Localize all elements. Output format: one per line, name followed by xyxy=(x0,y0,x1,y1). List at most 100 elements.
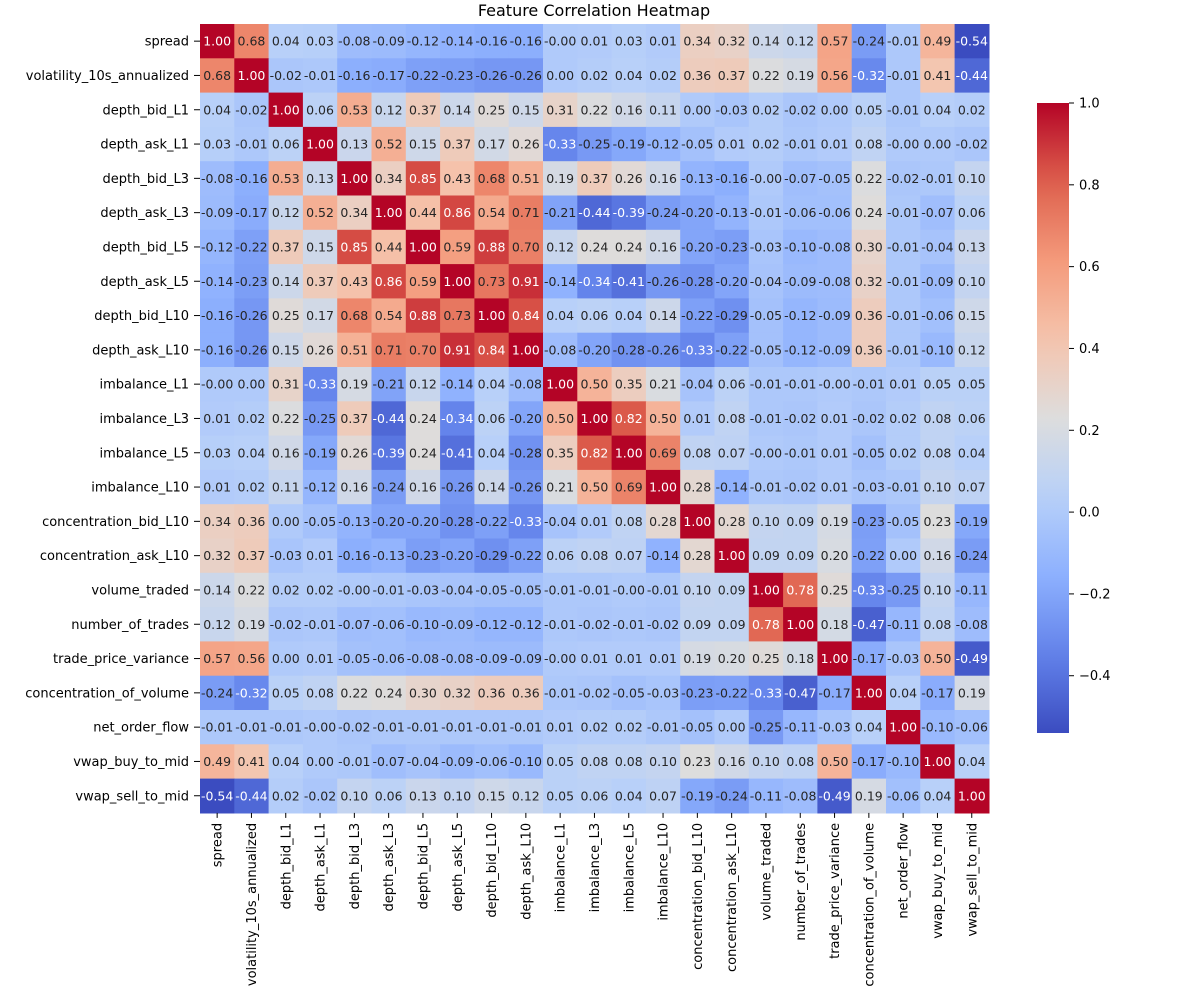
cell-value-label: -0.06 xyxy=(372,651,404,666)
heatmap-cell xyxy=(268,264,304,299)
heatmap-cell xyxy=(783,367,818,402)
cell-value-label: 0.02 xyxy=(272,788,300,803)
cell-value-label: -0.01 xyxy=(235,720,267,735)
heatmap-cell xyxy=(851,161,887,197)
cell-value-label: -0.05 xyxy=(475,582,507,597)
cell-value-label: 0.04 xyxy=(615,788,643,803)
heatmap-cell xyxy=(474,641,510,677)
heatmap-cell xyxy=(508,401,544,437)
cell-value-label: 0.56 xyxy=(821,68,849,83)
cell-value-label: 0.36 xyxy=(238,514,266,529)
cell-value-label: -0.01 xyxy=(887,34,919,49)
cell-value-label: -0.33 xyxy=(750,685,782,700)
heatmap-cell xyxy=(474,264,510,299)
cell-value-label: -0.00 xyxy=(887,137,919,152)
heatmap-cell xyxy=(680,298,716,334)
cell-value-label: -0.20 xyxy=(681,239,713,254)
cell-value-label: -0.01 xyxy=(510,720,542,735)
cell-value-label: -0.22 xyxy=(510,548,542,563)
heatmap-cell xyxy=(645,401,681,437)
cell-value-label: -0.34 xyxy=(578,274,610,289)
cell-value-label: 0.37 xyxy=(443,137,471,152)
colorbar-gradient xyxy=(1037,103,1069,733)
heatmap-cell xyxy=(714,538,750,574)
cell-value-label: -0.24 xyxy=(201,685,233,700)
cell-value-label: 0.57 xyxy=(821,34,849,49)
heatmap-cell xyxy=(508,58,544,94)
cell-value-label: -0.06 xyxy=(784,205,816,220)
cell-value-label: 0.05 xyxy=(958,377,986,392)
heatmap-cell xyxy=(817,469,853,505)
cell-value-label: 0.07 xyxy=(718,445,746,460)
cell-value-label: 1.00 xyxy=(272,102,300,117)
heatmap-cell xyxy=(817,264,853,299)
heatmap-cell xyxy=(748,264,784,299)
cell-value-label: -0.00 xyxy=(544,34,576,49)
heatmap-cell xyxy=(371,332,407,368)
cell-value-label: 0.13 xyxy=(306,171,334,186)
heatmap-cell xyxy=(680,778,716,814)
heatmap-cell xyxy=(371,24,407,59)
heatmap-cell xyxy=(371,744,407,780)
heatmap-cell xyxy=(337,744,373,780)
cell-value-label: 0.18 xyxy=(821,617,849,632)
cell-value-label: -0.04 xyxy=(681,377,713,392)
heatmap-cell xyxy=(543,195,578,231)
heatmap-cell xyxy=(920,641,956,677)
heatmap-cell xyxy=(474,469,510,505)
heatmap-cell xyxy=(234,367,270,402)
cell-value-label: 0.10 xyxy=(649,754,677,769)
cell-value-label: -0.08 xyxy=(201,171,233,186)
row-label: depth_bid_L3 xyxy=(103,172,189,187)
cell-value-label: -0.01 xyxy=(853,377,885,392)
cell-value-label: 0.04 xyxy=(924,788,952,803)
cell-value-label: -0.01 xyxy=(887,239,919,254)
heatmap-cell xyxy=(886,58,921,94)
cell-value-label: 0.31 xyxy=(546,102,574,117)
heatmap-cell xyxy=(645,469,681,505)
heatmap-cell xyxy=(817,332,853,368)
heatmap-cell xyxy=(405,710,441,745)
cell-value-label: 1.00 xyxy=(752,582,780,597)
cell-value-label: -0.25 xyxy=(578,137,610,152)
cell-value-label: 0.01 xyxy=(203,411,231,426)
heatmap-cell xyxy=(200,710,235,745)
heatmap-cell xyxy=(577,504,613,540)
heatmap-cell xyxy=(337,229,373,265)
heatmap-cell xyxy=(783,92,818,128)
heatmap-cell xyxy=(680,572,716,608)
heatmap-cell xyxy=(302,264,338,299)
cell-value-label: 0.41 xyxy=(924,68,952,83)
heatmap-cell xyxy=(645,92,681,128)
cell-value-label: 0.10 xyxy=(340,788,368,803)
row-label: concentration_ask_L10 xyxy=(40,549,189,564)
cell-value-label: -0.24 xyxy=(647,205,679,220)
cell-value-label: -0.41 xyxy=(613,274,645,289)
heatmap-cell xyxy=(645,58,681,94)
heatmap-cell xyxy=(714,332,750,368)
cell-value-label: -0.12 xyxy=(475,617,507,632)
heatmap-cell xyxy=(405,469,441,505)
heatmap-cell xyxy=(302,24,338,59)
cell-value-label: 0.59 xyxy=(409,274,437,289)
row-label: vwap_sell_to_mid xyxy=(75,789,189,804)
row-label: depth_ask_L3 xyxy=(100,206,189,221)
cell-value-label: -0.02 xyxy=(338,720,370,735)
cell-value-label: -0.20 xyxy=(372,514,404,529)
cell-value-label: 0.15 xyxy=(958,308,986,323)
row-label: imbalance_L3 xyxy=(100,412,189,427)
heatmap-cell xyxy=(954,538,990,574)
heatmap-cell xyxy=(783,58,818,94)
heatmap-cell xyxy=(405,572,441,608)
heatmap-cell xyxy=(851,58,887,94)
heatmap-cell xyxy=(337,641,373,677)
cell-value-label: 0.04 xyxy=(855,720,883,735)
heatmap-cell xyxy=(543,298,578,334)
heatmap-cell xyxy=(302,607,338,642)
cell-value-label: 0.10 xyxy=(752,514,780,529)
heatmap-cell xyxy=(748,126,784,162)
heatmap-cell xyxy=(337,92,373,128)
cell-value-label: -0.07 xyxy=(784,171,816,186)
row-label: depth_ask_L1 xyxy=(100,138,189,153)
